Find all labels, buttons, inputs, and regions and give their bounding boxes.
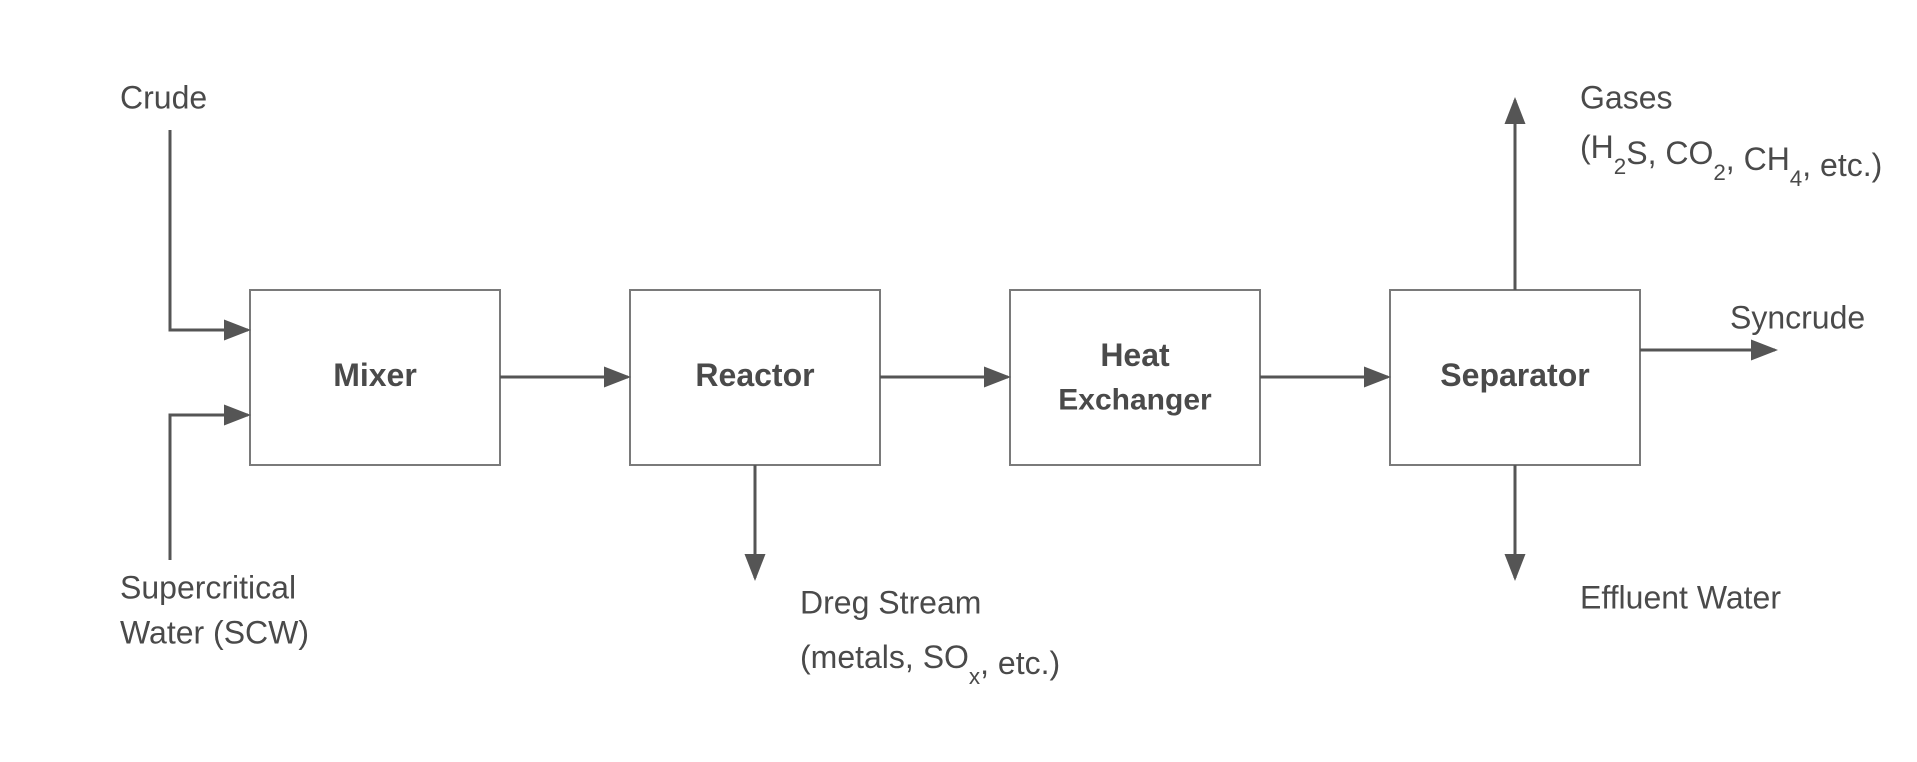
node-heatx-label: Heat	[1100, 337, 1170, 373]
label-gases2: (H2S, CO2, CH4, etc.)	[1580, 129, 1882, 191]
node-mixer-label: Mixer	[333, 357, 417, 393]
label-dreg1: Dreg Stream	[800, 584, 981, 620]
node-reactor: Reactor	[630, 290, 880, 465]
label-dreg2: (metals, SOx, etc.)	[800, 639, 1060, 689]
label-effluent: Effluent Water	[1580, 579, 1781, 615]
node-reactor-label: Reactor	[695, 357, 814, 393]
label-syncrude: Syncrude	[1730, 299, 1865, 335]
node-mixer: Mixer	[250, 290, 500, 465]
node-separator-label: Separator	[1440, 357, 1589, 393]
arrow-crude-in	[170, 130, 248, 330]
label-scw1: Supercritical	[120, 569, 296, 605]
node-heatx-sublabel: Exchanger	[1058, 383, 1212, 416]
label-scw2: Water (SCW)	[120, 614, 309, 650]
arrow-scw-in	[170, 415, 248, 560]
label-crude: Crude	[120, 79, 207, 115]
label-gases1: Gases	[1580, 79, 1672, 115]
process-flowchart: Mixer Reactor Heat Exchanger Separator Crude S…	[0, 0, 1917, 762]
node-separator: Separator	[1390, 290, 1640, 465]
node-heatx: Heat Exchanger	[1010, 290, 1260, 465]
